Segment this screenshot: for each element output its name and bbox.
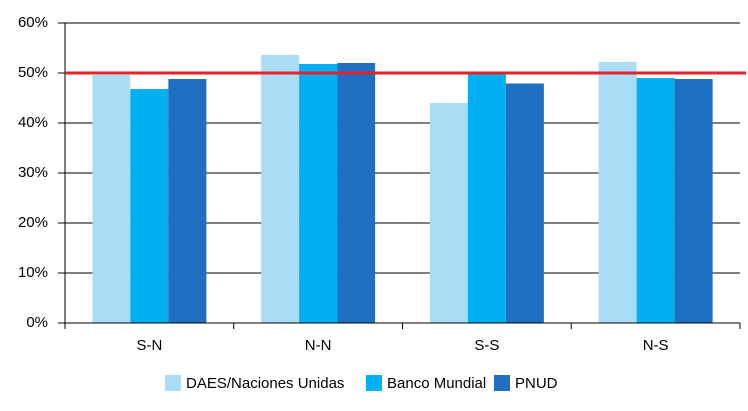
bar — [674, 79, 713, 323]
bar — [92, 75, 131, 323]
bar — [168, 79, 207, 323]
legend-label: DAES/Naciones Unidas — [186, 375, 344, 392]
x-tick-label: S-S — [474, 337, 499, 354]
y-tick-label: 60% — [18, 14, 48, 31]
bar — [299, 64, 338, 323]
legend-label: PNUD — [515, 375, 558, 392]
bar — [337, 63, 376, 323]
legend-swatch — [165, 375, 181, 391]
bar — [467, 72, 506, 323]
legend-label: Banco Mundial — [387, 375, 486, 392]
legend-swatch — [366, 375, 382, 391]
bar — [636, 78, 675, 323]
x-tick-label: N-S — [643, 337, 669, 354]
x-tick-label: N-N — [305, 337, 332, 354]
bar — [130, 89, 169, 323]
y-tick-label: 50% — [18, 64, 48, 81]
legend-swatch — [494, 375, 510, 391]
y-tick-label: 30% — [18, 164, 48, 181]
bar — [429, 103, 468, 323]
y-tick-label: 20% — [18, 214, 48, 231]
x-tick-label: S-N — [136, 337, 162, 354]
bar — [261, 55, 300, 323]
y-tick-label: 10% — [18, 264, 48, 281]
bar — [598, 62, 637, 323]
y-tick-label: 0% — [26, 314, 48, 331]
y-tick-label: 40% — [18, 114, 48, 131]
bar — [505, 83, 544, 323]
